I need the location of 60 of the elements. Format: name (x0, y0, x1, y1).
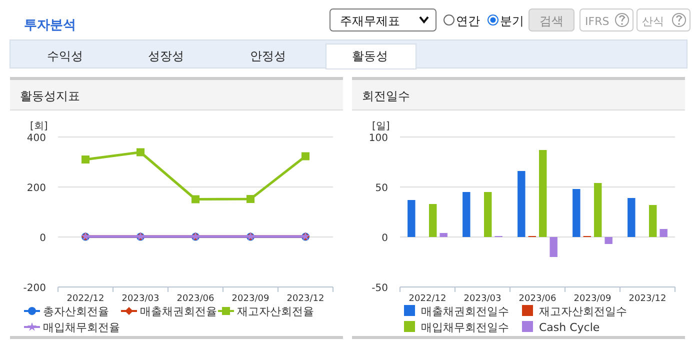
bar (539, 150, 547, 237)
x-tick-label: 2023/09 (232, 294, 270, 304)
x-tick-label: 2023/03 (122, 294, 160, 304)
legend-label: 매출채권회전일수 (421, 305, 509, 318)
bar (550, 237, 558, 257)
x-tick-label: 2023/12 (286, 294, 324, 304)
point (246, 195, 254, 203)
legend-label: 매입채무회전율 (43, 321, 120, 334)
bar (594, 183, 602, 237)
x-tick-label: 2023/06 (518, 294, 556, 304)
text: 검색 (540, 14, 564, 28)
chart-title: 활동성지표 (20, 89, 80, 103)
y-axis-title: [일] (372, 121, 390, 132)
text: 산식 (642, 15, 664, 28)
legend-label: 재고자산회전일수 (539, 305, 627, 318)
legend-label: 재고자산회전율 (237, 305, 314, 318)
bar (429, 204, 437, 237)
bar (649, 205, 657, 237)
x-tick-label: 2023/09 (574, 294, 612, 304)
bar (518, 171, 526, 237)
bar (628, 198, 636, 237)
x-tick-label: 2023/03 (464, 294, 502, 304)
text: 안정성 (250, 49, 286, 63)
y-tick-label: 100 (368, 133, 388, 144)
bar (484, 192, 492, 237)
y-tick-label: 0 (382, 233, 388, 244)
x-tick-label: 2022/12 (408, 294, 446, 304)
bar (440, 233, 448, 237)
legend-label: Cash Cycle (539, 321, 600, 334)
point (136, 148, 144, 156)
text: 성장성 (148, 49, 184, 63)
y-tick-label: 200 (26, 183, 46, 194)
x-tick-label: 2022/12 (66, 294, 104, 304)
text: 연간 (456, 14, 480, 28)
x-tick-label: 2023/06 (176, 294, 214, 304)
bar (572, 189, 580, 237)
point (82, 156, 90, 164)
x-tick-label: 2023/12 (628, 294, 666, 304)
y-tick-label: -200 (23, 283, 46, 294)
text: 수익성 (47, 49, 83, 63)
legend-label: 매출채권회전율 (140, 305, 217, 318)
bar (604, 237, 612, 244)
y-tick-label: 0 (40, 233, 46, 244)
y-tick-label: 400 (26, 133, 46, 144)
text: 활동성 (352, 49, 388, 63)
bar (462, 192, 470, 237)
text: 투자분석 (24, 18, 76, 33)
legend-label: 총자산회전율 (43, 305, 109, 318)
chart-title: 회전일수 (362, 89, 410, 103)
point (302, 152, 310, 160)
text: 주재무제표 (340, 14, 400, 28)
y-tick-label: -50 (372, 283, 388, 294)
legend-label: 매입채무회전일수 (421, 321, 509, 334)
bar (660, 229, 668, 237)
y-tick-label: 50 (375, 183, 388, 194)
text: IFRS (585, 15, 610, 28)
y-axis-title: [회] (30, 121, 48, 132)
point (192, 195, 200, 204)
bar (408, 200, 416, 237)
text: 분기 (500, 14, 524, 28)
